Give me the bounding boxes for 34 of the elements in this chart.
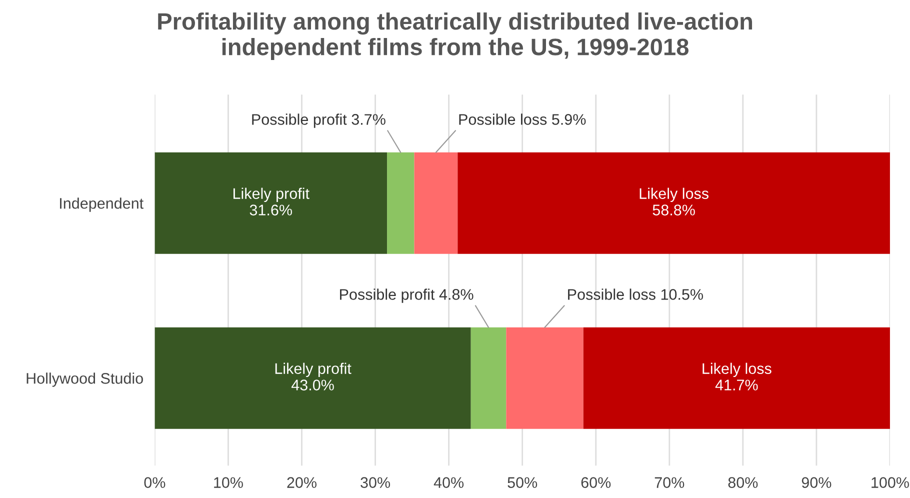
x-tick-label: 20% [287,477,316,488]
x-tick-label: 90% [802,477,832,488]
text: Possible loss 5.9% [459,114,586,125]
bar [458,152,890,254]
data-label: 43.0% [291,380,334,390]
text: Possible loss 10.5% [568,288,704,300]
bar [414,152,458,254]
text: Likely profit [233,188,310,202]
chart-title: Profitability among theatrically distributed live-action independent films from the US, 1999-2018 [158,12,752,60]
x-tick-label: 0% [144,477,166,488]
bar [506,327,584,429]
series-label: Likely loss [702,362,772,378]
text: Likely loss [640,188,708,202]
series-label: Likely profit [275,362,352,378]
data-label: 41.7% [715,380,758,390]
bar [387,152,414,254]
x-tick-label: 80% [728,477,758,488]
bar [470,327,506,429]
bar [583,327,890,429]
text: Possible profit 4.8% [340,288,474,303]
text: Possible profit 3.7% [252,114,386,128]
x-tick-label: 70% [654,477,684,488]
data-label: 58.8% [652,204,695,216]
x-tick-label: 10% [214,477,243,488]
x-tick-label: 30% [360,477,390,488]
x-tick-label: 50% [508,477,538,488]
data-label: 31.6% [250,204,292,216]
y-tick-label: Hollywood Studio [26,372,143,387]
x-tick-label: 60% [581,477,611,488]
x-tick-label: 100% [872,477,909,488]
bar [154,152,388,254]
bar [154,327,471,429]
y-tick-label: Independent [60,198,144,212]
x-tick-label: 40% [434,477,464,488]
